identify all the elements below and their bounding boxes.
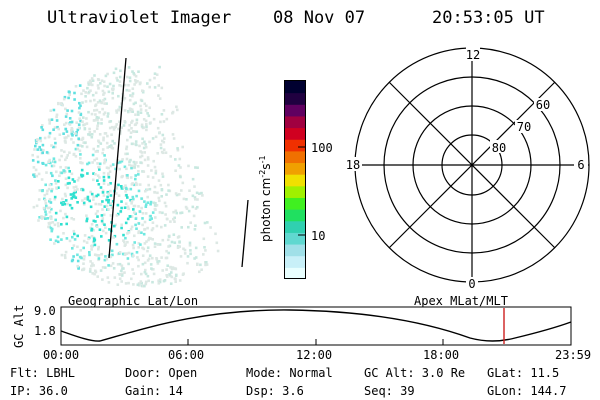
limb-line (241, 199, 249, 268)
time-label: 20:53:05 UT (432, 8, 545, 28)
door-info: Door: Open (125, 366, 198, 380)
mlt-label-12: 12 (466, 48, 480, 62)
altitude-curve (60, 309, 572, 342)
orbit-xtick-1800: 18:00 (423, 348, 460, 362)
orbit-plot (60, 306, 572, 346)
ip-info: IP: 36.0 (10, 384, 68, 398)
orbit-xtick-0600: 06:00 (168, 348, 205, 362)
glon-info: GLon: 144.7 (487, 384, 567, 398)
polar-grid: 12 18 6 0 60 70 80 (344, 47, 590, 291)
filter-info: Flt: LBHL (10, 366, 76, 380)
orbit-right-title: Apex MLat/MLT (414, 294, 508, 308)
date-label: 08 Nov 07 (273, 8, 366, 28)
lat-label-80: 80 (492, 141, 506, 155)
lat-label-70: 70 (517, 120, 531, 134)
uv-image-panel (31, 57, 249, 288)
gain-info: Gain: 14 (125, 384, 183, 398)
lat-label-60: 60 (536, 98, 550, 112)
orbit-ytick-high: 9.0 (34, 304, 56, 318)
aurora-image (31, 65, 220, 288)
orbit-ytick-low: 1.8 (34, 324, 56, 338)
orbit-xtick-2359: 23:59 (555, 348, 592, 362)
mlt-label-18: 18 (346, 158, 360, 172)
colorbar-tick-10: 10 (311, 229, 326, 243)
orbit-left-title: Geographic Lat/Lon (68, 294, 199, 308)
glat-info: GLat: 11.5 (487, 366, 560, 380)
dsp-info: Dsp: 3.6 (246, 384, 304, 398)
mode-info: Mode: Normal (246, 366, 333, 380)
seq-info: Seq: 39 (364, 384, 415, 398)
orbit-xtick-1200: 12:00 (296, 348, 333, 362)
mlt-label-0: 0 (468, 277, 475, 291)
mlt-label-6: 6 (577, 158, 584, 172)
colorbar-label: photon cm-2s-1 (258, 155, 273, 242)
gc-alt-info: GC Alt: 3.0 Re (364, 366, 466, 380)
orbit-xtick-0000: 00:00 (43, 348, 80, 362)
colorbar (284, 80, 306, 280)
orbit-ylabel: GC Alt (12, 304, 26, 348)
colorbar-tick-100: 100 (311, 141, 333, 155)
instrument-title: Ultraviolet Imager (47, 8, 232, 28)
terminator-line (108, 57, 127, 259)
